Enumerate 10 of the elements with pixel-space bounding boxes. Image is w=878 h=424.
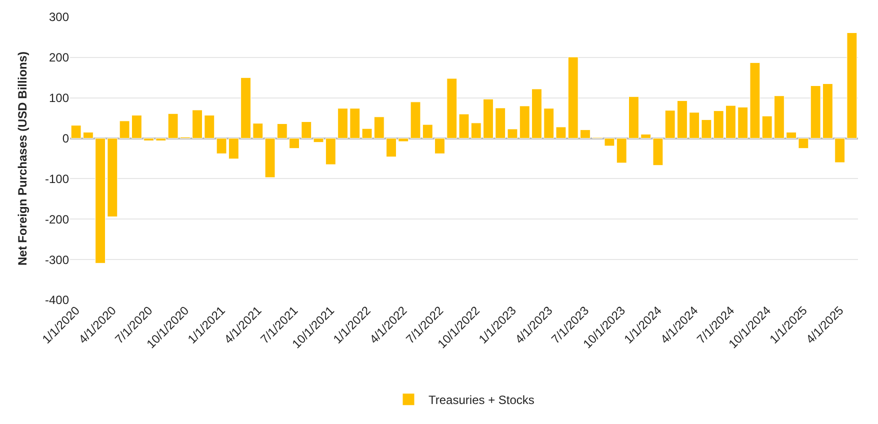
y-axis-title: Net Foreign Purchases (USD Billions)	[15, 51, 30, 266]
y-tick-label: 200	[48, 50, 70, 65]
y-tick-label: 300	[48, 10, 70, 24]
y-tick-label: -400	[44, 293, 70, 308]
y-tick-label: -300	[44, 252, 70, 267]
y-tick-label: -200	[44, 212, 70, 226]
legend-label: Treasuries + Stocks	[428, 393, 534, 408]
y-tick-label: 100	[48, 91, 70, 106]
y-tick-label: 0	[62, 131, 70, 146]
y-tick-label: -100	[44, 172, 70, 186]
